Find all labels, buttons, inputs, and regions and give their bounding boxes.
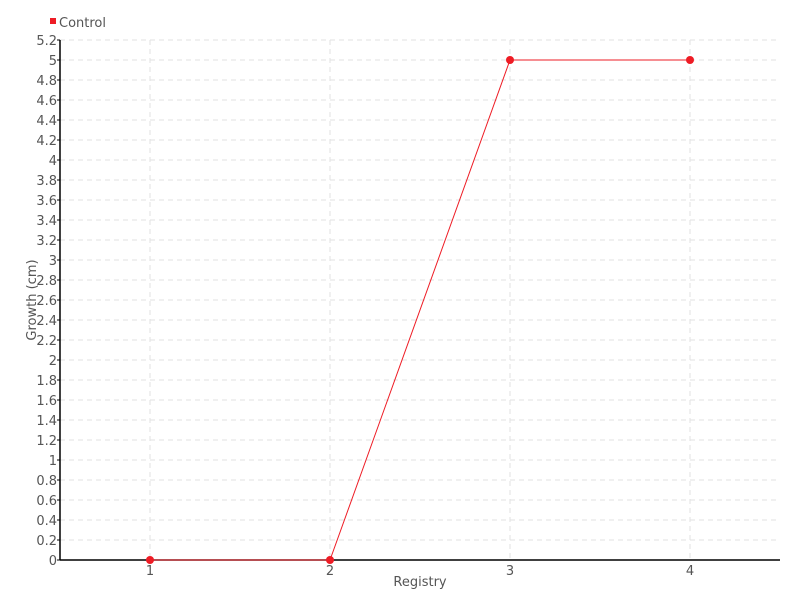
y-tick-label: 0.4 (36, 514, 57, 529)
y-tick-label: 2 (49, 354, 57, 369)
x-tick-label: 3 (506, 564, 514, 579)
y-tick-label: 1.8 (36, 374, 57, 389)
x-axis-title: Registry (393, 575, 447, 590)
y-tick-label: 1 (49, 454, 57, 469)
y-tick-label: 0.2 (36, 534, 57, 549)
axes: 0 0.2 0.4 0.6 0.8 1 1.2 1.4 1.6 1.8 2 2.2 2.4 2.6 2.8 3… (36, 34, 780, 579)
y-tick-label: 3.6 (36, 194, 57, 209)
y-tick-label: 3 (49, 254, 57, 269)
y-tick-label: 5 (49, 54, 57, 69)
y-tick-label: 2.2 (36, 334, 57, 349)
data-point (506, 56, 514, 64)
y-tick-label: 3.2 (36, 234, 57, 249)
y-tick-label: 4.6 (36, 94, 57, 109)
y-tick-label: 0.8 (36, 474, 57, 489)
legend-label-control: Control (59, 16, 106, 31)
y-axis-title: Growth (cm) (25, 259, 40, 340)
y-tick-label: 5.2 (36, 34, 57, 49)
legend[interactable]: Control (50, 16, 106, 31)
y-tick-label: 3.8 (36, 174, 57, 189)
data-point (686, 56, 694, 64)
legend-swatch-control (50, 18, 56, 24)
y-tick-label: 1.2 (36, 434, 57, 449)
y-tick-label: 4.2 (36, 134, 57, 149)
y-tick-label: 3.4 (36, 214, 57, 229)
y-tick-label: 4 (49, 154, 57, 169)
y-tick-label: 2.4 (36, 314, 57, 329)
y-tick-label: 2.8 (36, 274, 57, 289)
y-tick-label: 0.6 (36, 494, 57, 509)
data-point (326, 556, 334, 564)
series-line-control (150, 59, 690, 561)
grid (60, 39, 780, 560)
y-tick-label: 4.8 (36, 74, 57, 89)
y-tick-label: 2.6 (36, 294, 57, 309)
x-tick-label: 2 (326, 564, 334, 579)
y-tick-label: 4.4 (36, 114, 57, 129)
x-tick-label: 1 (146, 564, 154, 579)
x-tick-label: 4 (686, 564, 694, 579)
series-layer (146, 56, 694, 564)
y-tick-label: 1.4 (36, 414, 57, 429)
data-point (146, 556, 154, 564)
y-tick-label: 0 (49, 554, 57, 569)
y-tick-label: 1.6 (36, 394, 57, 409)
